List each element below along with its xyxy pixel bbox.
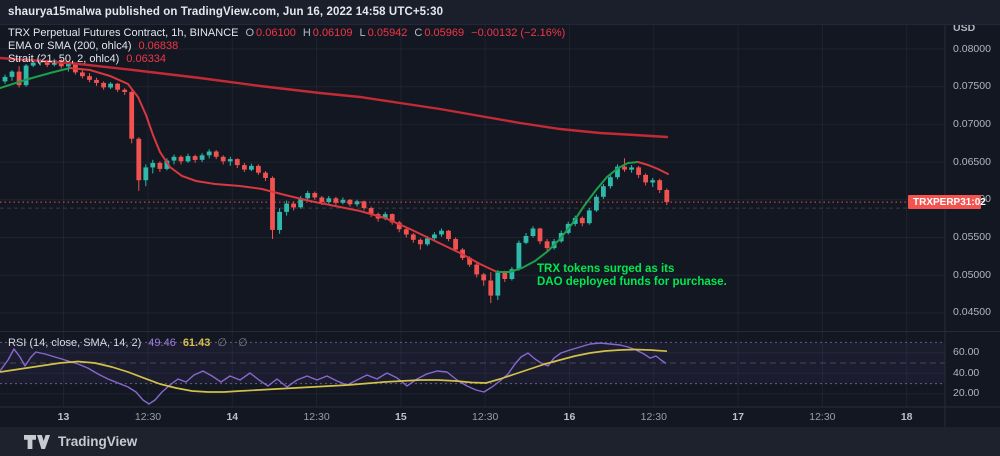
symbol-price-badge: TRXPERP 31:02 bbox=[908, 195, 986, 210]
low-value: 0.05942 bbox=[367, 27, 408, 39]
legend: TRX Perpetual Futures Contract, 1h, BINA… bbox=[8, 27, 565, 66]
ema-legend-row: EMA or SMA (200, ohlc4) 0.06838 bbox=[8, 40, 565, 53]
open-value: 0.06100 bbox=[256, 27, 296, 39]
high-key: H bbox=[302, 27, 311, 39]
badge-countdown: 31:02 bbox=[960, 196, 986, 208]
low-key: L bbox=[359, 27, 366, 39]
change-value: −0.00132 (−2.16%) bbox=[471, 27, 566, 39]
open-key: O bbox=[245, 27, 255, 39]
attribution-text: shaurya15malwa published on TradingView.… bbox=[8, 6, 444, 18]
tradingview-brand[interactable]: TradingView bbox=[58, 434, 138, 449]
currency-label: USD bbox=[953, 22, 976, 34]
rsi-ma-value: 61.43 bbox=[182, 337, 211, 349]
symbol-legend-row: TRX Perpetual Futures Contract, 1h, BINA… bbox=[8, 27, 565, 40]
candlestick-layer bbox=[2, 58, 670, 304]
rsi-label: RSI (14, close, SMA, 14, 2) bbox=[8, 337, 142, 349]
annotation-line-2: DAO deployed funds for purchase. bbox=[537, 276, 727, 288]
annotation-line-1: TRX tokens surged as its bbox=[537, 263, 675, 275]
close-value: 0.05969 bbox=[424, 27, 465, 39]
strait-value: 0.06334 bbox=[126, 53, 167, 65]
ema-value: 0.06838 bbox=[138, 40, 179, 52]
symbol-title: TRX Perpetual Futures Contract, 1h, BINA… bbox=[8, 27, 239, 39]
rsi-empty-values: ∅ ∅ bbox=[217, 337, 252, 349]
rsi-value: 49.46 bbox=[148, 337, 176, 349]
strait-legend-row: Strait (21, 50, 2, ohlc4) 0.06334 bbox=[8, 53, 565, 66]
annotation-text: TRX tokens surged as its DAO deployed fu… bbox=[537, 263, 727, 289]
tradingview-logo-icon bbox=[24, 434, 50, 449]
close-key: C bbox=[414, 27, 423, 39]
ema-label: EMA or SMA (200, ohlc4) bbox=[8, 40, 132, 52]
rsi-legend-row: RSI (14, close, SMA, 14, 2) 49.46 61.43 … bbox=[8, 336, 252, 349]
badge-symbol: TRXPERP bbox=[913, 196, 961, 208]
footer-bar: TradingView bbox=[0, 427, 1000, 456]
attribution-bar: shaurya15malwa published on TradingView.… bbox=[0, 0, 1000, 25]
strait-label: Strait (21, 50, 2, ohlc4) bbox=[8, 53, 120, 65]
high-value: 0.06109 bbox=[312, 27, 353, 39]
